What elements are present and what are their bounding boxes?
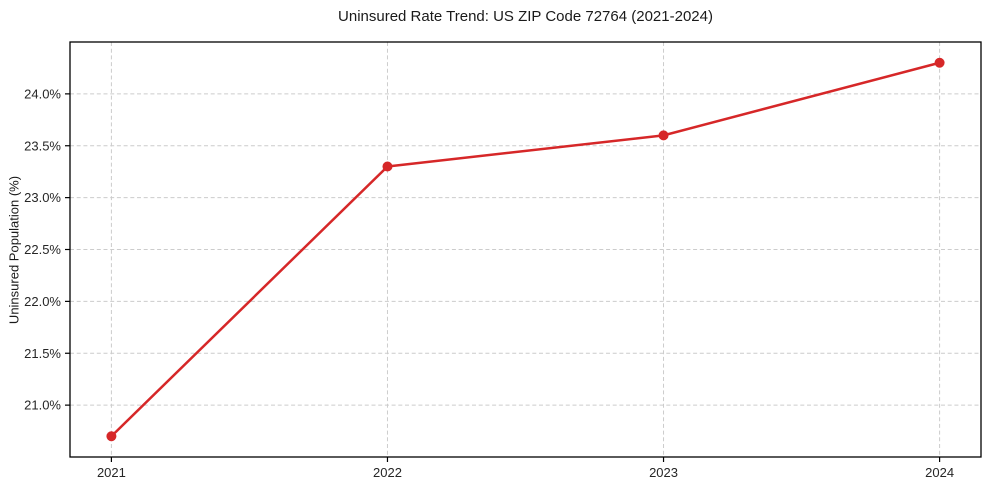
y-tick-label: 21.0% [24, 398, 61, 413]
x-tick-label: 2023 [649, 465, 678, 480]
data-point-marker [658, 130, 669, 141]
data-point-marker [106, 431, 117, 442]
y-tick-label: 22.5% [24, 242, 61, 257]
data-point-marker [934, 57, 945, 68]
x-tick-label: 2021 [97, 465, 126, 480]
y-tick-label: 22.0% [24, 294, 61, 309]
y-tick-label: 23.0% [24, 190, 61, 205]
chart-title: Uninsured Rate Trend: US ZIP Code 72764 … [338, 8, 713, 25]
data-point-marker [382, 161, 393, 172]
y-tick-label: 23.5% [24, 138, 61, 153]
x-tick-label: 2024 [925, 465, 954, 480]
x-tick-label: 2022 [373, 465, 402, 480]
line-series [110, 61, 941, 438]
y-tick-label: 21.5% [24, 346, 61, 361]
y-tick-label: 24.0% [24, 86, 61, 101]
